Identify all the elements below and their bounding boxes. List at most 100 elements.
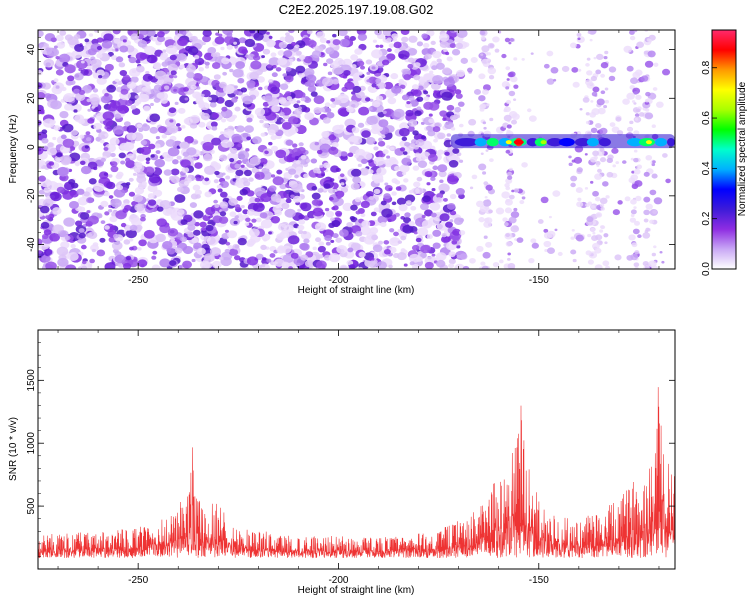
spectrogram-noise-speck	[210, 121, 218, 128]
spectrogram-noise-speck	[50, 37, 57, 43]
spectrogram-noise-speck	[63, 217, 75, 227]
spectrogram-noise-speck	[38, 82, 43, 90]
spectrogram-marks	[38, 30, 675, 269]
spectrogram-noise-speck	[589, 38, 593, 42]
spectrogram-noise-speck	[155, 233, 167, 243]
spectrogram-noise-speck	[629, 217, 637, 223]
spectrogram-noise-speck	[114, 78, 120, 83]
spectrogram-noise-speck	[571, 228, 575, 232]
spectrogram-noise-speck	[194, 189, 202, 196]
spectrogram-noise-speck	[441, 233, 447, 238]
spectrogram-noise-speck	[431, 188, 436, 192]
spectrogram-noise-speck	[272, 65, 277, 69]
spectrogram-noise-speck	[165, 45, 178, 55]
spectrogram-noise-speck	[420, 252, 427, 258]
spectrogram-noise-speck	[614, 254, 622, 261]
spectrogram-noise-speck	[100, 157, 106, 163]
x-tick-label: -250	[128, 575, 148, 586]
spectrogram-noise-speck	[454, 89, 462, 95]
spectrogram-noise-speck	[328, 134, 337, 141]
signal-band-segment	[598, 137, 611, 147]
spectrogram-noise-speck	[514, 189, 518, 193]
spectrogram-noise-speck	[279, 36, 286, 42]
spectrogram-noise-speck	[444, 151, 450, 156]
spectrogram-noise-speck	[406, 200, 412, 205]
spectrogram-noise-speck	[595, 69, 602, 75]
spectrogram-noise-speck	[315, 237, 322, 243]
spectrogram-noise-speck	[585, 112, 590, 116]
spectrogram-noise-speck	[630, 157, 634, 161]
spectrogram-noise-speck	[371, 49, 383, 59]
spectrogram-noise-speck	[357, 33, 368, 41]
spectrogram-noise-speck	[211, 260, 222, 269]
spectrogram-noise-speck	[149, 113, 161, 122]
spectrogram-noise-speck	[106, 181, 116, 190]
spectrogram-noise-speck	[217, 188, 223, 193]
spectrogram-noise-speck	[65, 264, 77, 269]
spectrogram-noise-speck	[47, 142, 54, 148]
spectrogram-noise-speck	[470, 56, 478, 64]
spectrogram-noise-speck	[596, 53, 604, 61]
colorbar-tick-label: 0.8	[701, 60, 712, 74]
spectrogram-noise-speck	[416, 41, 424, 47]
spectrogram-noise-speck	[239, 188, 248, 196]
spectrogram-noise-speck	[651, 124, 656, 128]
colorbar: 0.0 0.2 0.4 0.6 0.8 Normalized spectral ampl…	[701, 29, 748, 276]
spectrogram-noise-speck	[244, 222, 250, 226]
spectrogram-noise-speck	[71, 49, 83, 59]
spectrogram-noise-speck	[582, 97, 590, 103]
spectrogram-noise-speck	[205, 65, 210, 69]
spectrogram-noise-speck	[236, 160, 242, 165]
spectrogram-noise-speck	[141, 140, 146, 144]
spectrogram-noise-speck	[181, 166, 190, 174]
spectrogram-noise-speck	[359, 167, 370, 176]
spectrogram-noise-speck	[628, 177, 636, 184]
spectrogram-noise-speck	[439, 40, 449, 49]
spectrogram-noise-speck	[275, 149, 287, 159]
spectrogram-noise-speck	[456, 69, 466, 78]
spectrogram-noise-speck	[402, 224, 414, 234]
spectrogram-noise-speck	[123, 262, 132, 269]
spectrogram-noise-speck	[168, 107, 177, 114]
spectrogram-noise-speck	[585, 203, 590, 208]
spectrogram-noise-speck	[134, 167, 141, 173]
spectrogram-noise-speck	[102, 111, 115, 121]
spectrogram-noise-speck	[404, 212, 411, 218]
spectrogram-noise-speck	[45, 215, 50, 220]
spectrogram-noise-speck	[156, 66, 161, 71]
spectrogram-noise-speck	[343, 69, 351, 76]
spectrogram-noise-speck	[223, 84, 235, 95]
spectrogram-noise-speck	[393, 108, 405, 118]
spectrogram-noise-speck	[585, 120, 591, 125]
spectrogram-noise-speck	[79, 212, 90, 220]
spectrogram-noise-speck	[147, 199, 157, 206]
spectrogram-noise-speck	[513, 84, 519, 89]
spectrogram-noise-speck	[511, 113, 520, 121]
spectrogram-noise-speck	[612, 164, 617, 168]
spectrogram-noise-speck	[145, 157, 151, 162]
spectrogram-noise-speck	[225, 175, 231, 180]
spectrogram-noise-speck	[400, 30, 410, 36]
spectrogram-noise-speck	[279, 230, 290, 239]
spectrogram-noise-speck	[508, 216, 517, 224]
spectrogram-noise-speck	[653, 197, 663, 205]
spectrogram-noise-speck	[645, 154, 653, 161]
spectrogram-noise-speck	[635, 94, 642, 100]
spectrogram-noise-speck	[322, 77, 334, 87]
spectrogram-noise-speck	[248, 177, 254, 182]
signal-band-segment	[558, 137, 575, 147]
spectrogram-noise-speck	[179, 95, 190, 104]
spectrogram-noise-speck	[110, 161, 118, 167]
spectrogram-noise-speck	[460, 57, 469, 64]
spectrogram-noise-speck	[561, 65, 570, 73]
spectrogram-noise-speck	[286, 96, 292, 101]
spectrogram-noise-speck	[335, 99, 342, 105]
spectrogram-noise-speck	[586, 57, 591, 61]
spectrogram-noise-speck	[322, 162, 331, 169]
spectrogram-noise-speck	[307, 40, 317, 48]
spectrogram-noise-speck	[553, 78, 557, 82]
spectrogram-noise-speck	[218, 33, 223, 37]
spectrogram-noise-speck	[191, 258, 196, 263]
spectrogram-noise-speck	[260, 219, 273, 229]
spectrogram-noise-speck	[190, 84, 197, 90]
